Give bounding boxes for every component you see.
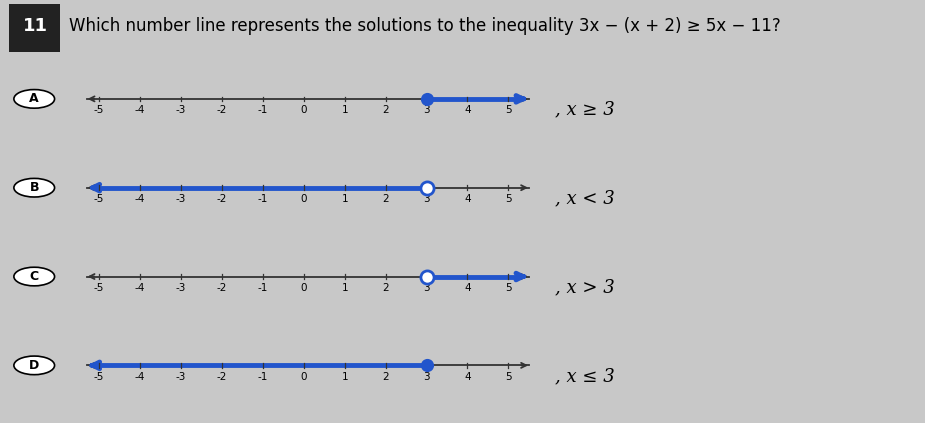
- Text: -3: -3: [176, 194, 186, 204]
- Text: -2: -2: [216, 105, 227, 115]
- Text: -1: -1: [258, 105, 268, 115]
- Point: [419, 273, 434, 280]
- Text: 1: 1: [341, 194, 348, 204]
- Text: -5: -5: [94, 372, 105, 382]
- FancyBboxPatch shape: [9, 4, 60, 52]
- Text: -1: -1: [258, 372, 268, 382]
- Text: 4: 4: [464, 105, 471, 115]
- Text: -4: -4: [135, 283, 145, 293]
- Text: 3: 3: [424, 372, 430, 382]
- Text: -5: -5: [94, 283, 105, 293]
- Text: -5: -5: [94, 105, 105, 115]
- Text: , x > 3: , x > 3: [555, 278, 615, 296]
- Point: [419, 362, 434, 369]
- Text: 2: 2: [382, 194, 388, 204]
- Text: -2: -2: [216, 283, 227, 293]
- Text: 5: 5: [505, 105, 512, 115]
- Text: B: B: [30, 181, 39, 194]
- Text: 4: 4: [464, 283, 471, 293]
- Text: 0: 0: [301, 372, 307, 382]
- Text: 0: 0: [301, 105, 307, 115]
- Text: 5: 5: [505, 372, 512, 382]
- Text: 1: 1: [341, 372, 348, 382]
- Text: Which number line represents the solutions to the inequality 3x − (x + 2) ≥ 5x −: Which number line represents the solutio…: [69, 17, 781, 36]
- Text: C: C: [30, 270, 39, 283]
- Text: 2: 2: [382, 283, 388, 293]
- Text: -3: -3: [176, 283, 186, 293]
- Text: 4: 4: [464, 372, 471, 382]
- Point: [419, 96, 434, 102]
- Text: , x ≥ 3: , x ≥ 3: [555, 100, 615, 118]
- Text: 3: 3: [424, 194, 430, 204]
- Text: -3: -3: [176, 105, 186, 115]
- Text: -5: -5: [94, 194, 105, 204]
- Text: 0: 0: [301, 283, 307, 293]
- Text: -2: -2: [216, 372, 227, 382]
- Text: D: D: [29, 359, 40, 372]
- Text: 3: 3: [424, 105, 430, 115]
- Text: 0: 0: [301, 194, 307, 204]
- Text: 2: 2: [382, 372, 388, 382]
- Text: A: A: [30, 92, 39, 105]
- Text: 5: 5: [505, 194, 512, 204]
- Text: 3: 3: [424, 283, 430, 293]
- Text: -4: -4: [135, 194, 145, 204]
- Text: , x ≤ 3: , x ≤ 3: [555, 367, 615, 385]
- Text: 2: 2: [382, 105, 388, 115]
- Text: -1: -1: [258, 194, 268, 204]
- Text: -2: -2: [216, 194, 227, 204]
- Text: 1: 1: [341, 283, 348, 293]
- Text: 4: 4: [464, 194, 471, 204]
- Text: , x < 3: , x < 3: [555, 189, 615, 207]
- Text: 11: 11: [22, 17, 48, 36]
- Point: [419, 184, 434, 191]
- Text: 1: 1: [341, 105, 348, 115]
- Text: -1: -1: [258, 283, 268, 293]
- Text: 5: 5: [505, 283, 512, 293]
- Text: -4: -4: [135, 105, 145, 115]
- Text: -3: -3: [176, 372, 186, 382]
- Text: -4: -4: [135, 372, 145, 382]
